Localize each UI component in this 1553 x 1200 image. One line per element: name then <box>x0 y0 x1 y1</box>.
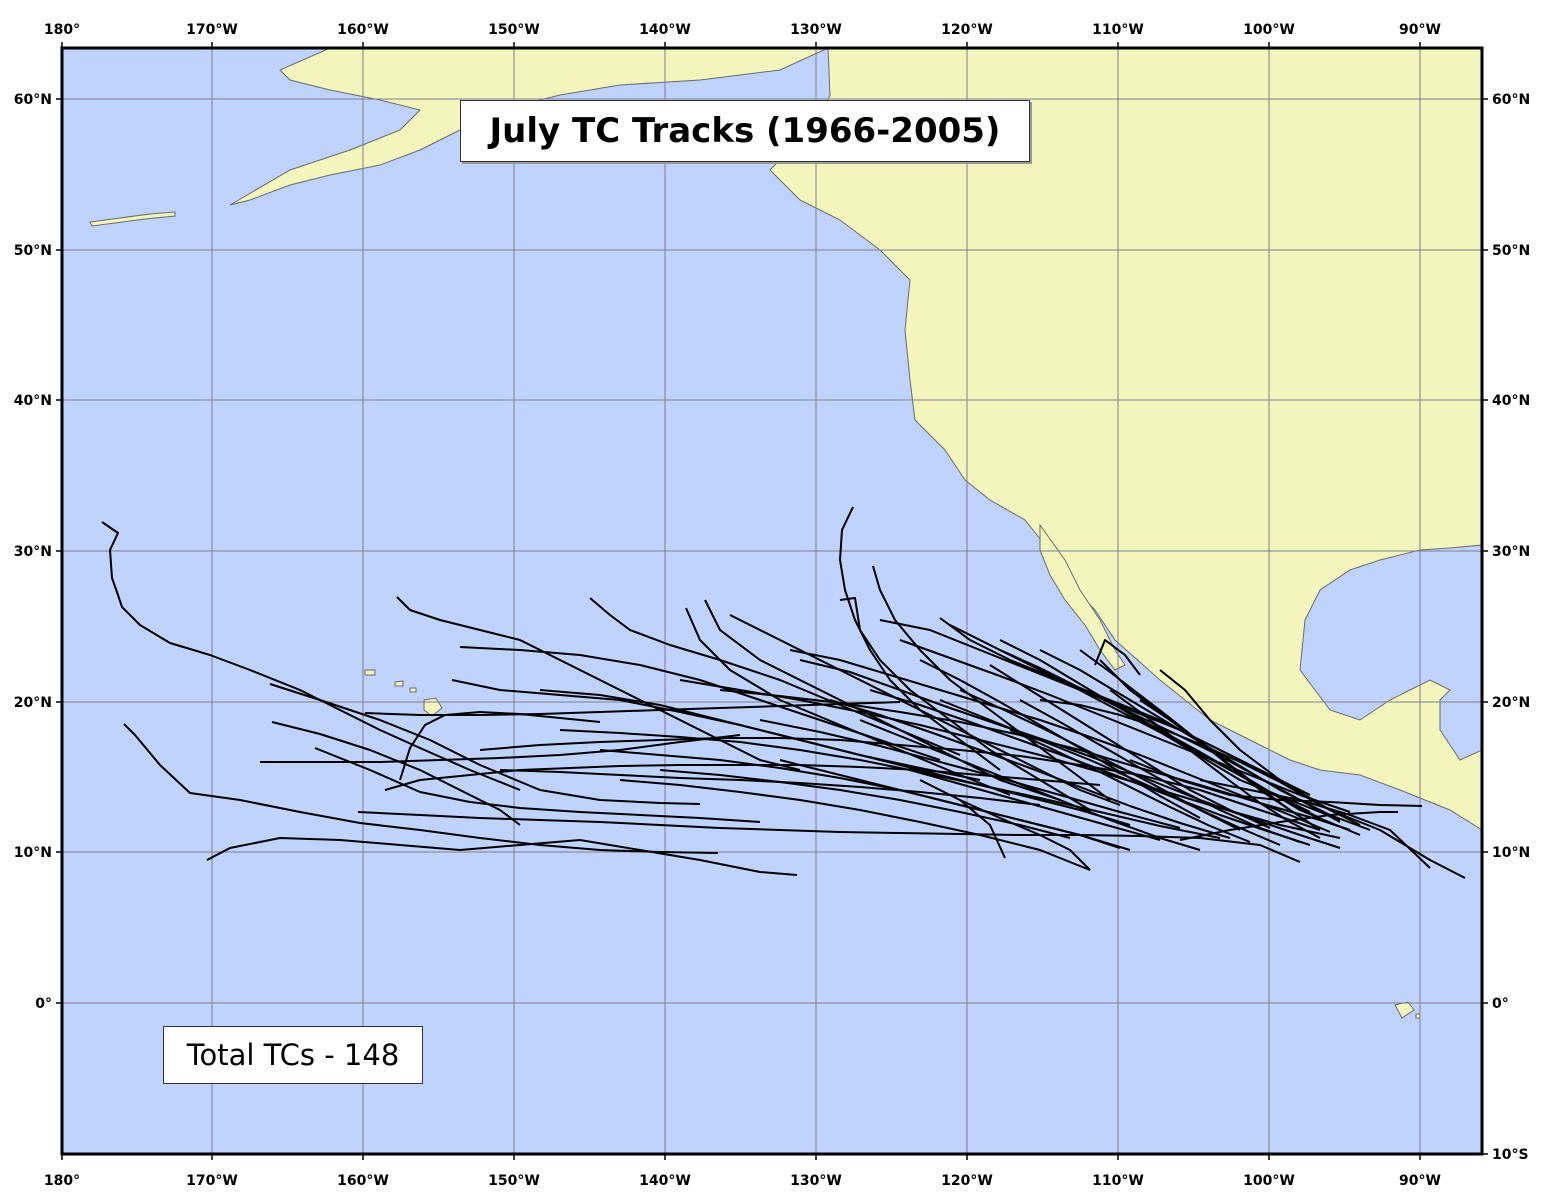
tc-track <box>859 719 1201 851</box>
lat-label: 50°N <box>1492 243 1530 259</box>
tc-track <box>619 779 1091 871</box>
lat-labels-left: 60°N 50°N 40°N 30°N 20°N 10°N 0° <box>14 92 52 1012</box>
lat-label: 10°N <box>1492 845 1530 861</box>
lat-label: 40°N <box>14 393 52 409</box>
tc-track <box>869 689 1311 846</box>
lat-label: 30°N <box>1492 544 1530 560</box>
lon-label: 160°W <box>337 1173 389 1189</box>
lon-label: 130°W <box>790 1173 842 1189</box>
lon-label: 100°W <box>1243 22 1295 38</box>
tc-track <box>959 799 1091 871</box>
lat-labels-right: 60°N 50°N 40°N 30°N 20°N 10°N 0° 10°S <box>1492 92 1530 1163</box>
lat-label: 20°N <box>1492 695 1530 711</box>
map-frame <box>60 46 1484 1156</box>
lat-label: 50°N <box>14 243 52 259</box>
lon-labels-top: 180° 170°W 160°W 150°W 140°W 130°W 120°W… <box>44 22 1441 38</box>
lon-label: 140°W <box>639 1173 691 1189</box>
lon-label: 120°W <box>941 22 993 38</box>
tc-track <box>314 747 761 823</box>
lon-label: 180° <box>44 22 80 38</box>
hawaii-islands <box>364 669 443 717</box>
lon-label: 170°W <box>186 1173 238 1189</box>
lon-label: 110°W <box>1092 1173 1144 1189</box>
lat-label: 40°N <box>1492 393 1530 409</box>
tc-track <box>260 734 741 763</box>
tc-track <box>1139 699 1321 831</box>
lat-label: 0° <box>35 996 52 1012</box>
tc-track <box>101 521 521 791</box>
tc-track <box>539 689 1131 826</box>
tc-track <box>269 683 701 805</box>
lon-label: 140°W <box>639 22 691 38</box>
lat-label: 10°N <box>14 845 52 861</box>
lat-label: 10°S <box>1492 1147 1529 1163</box>
tick-marks <box>56 42 1488 1160</box>
tc-track <box>1094 639 1141 676</box>
aleutian-islands <box>89 211 176 227</box>
lon-labels-bottom: 180° 170°W 160°W 150°W 140°W 130°W 120°W… <box>44 1173 1441 1189</box>
lat-label: 20°N <box>14 695 52 711</box>
north-america-land <box>769 47 1483 831</box>
tc-track <box>779 759 1131 851</box>
lon-label: 100°W <box>1243 1173 1295 1189</box>
tc-track <box>384 764 1101 791</box>
tc-track <box>959 689 1241 831</box>
tc-track <box>759 719 1181 829</box>
lon-label: 120°W <box>941 1173 993 1189</box>
graticule <box>62 48 1482 1154</box>
lon-label: 130°W <box>790 22 842 38</box>
map-title: July TC Tracks (1966-2005) <box>460 100 1030 162</box>
tc-track <box>123 723 719 854</box>
tc-track <box>1059 679 1341 823</box>
tc-track <box>799 659 1341 849</box>
tc-track <box>829 699 1231 839</box>
tc-track <box>999 649 1321 819</box>
tc-track <box>919 779 1006 859</box>
tc-track <box>939 617 1311 796</box>
tc-track <box>1159 669 1466 879</box>
lon-label: 90°W <box>1399 22 1441 38</box>
tc-track <box>839 597 1091 811</box>
tc-track <box>357 811 1301 863</box>
tc-track <box>789 649 1331 833</box>
tc-track <box>729 614 1121 806</box>
lon-label: 90°W <box>1399 1173 1441 1189</box>
tc-track <box>1019 699 1301 843</box>
tc-track <box>939 699 1281 846</box>
lat-label: 30°N <box>14 544 52 560</box>
tc-track <box>1009 729 1251 843</box>
total-count-label: Total TCs - 148 <box>163 1026 423 1084</box>
tc-track <box>909 769 1161 841</box>
lat-label: 0° <box>1492 996 1509 1012</box>
lon-label: 170°W <box>186 22 238 38</box>
lat-label: 60°N <box>14 92 52 108</box>
lon-label: 150°W <box>488 22 540 38</box>
tc-track <box>989 664 1271 829</box>
lon-label: 150°W <box>488 1173 540 1189</box>
tc-track <box>399 711 601 781</box>
tc-track <box>1109 689 1321 839</box>
lon-label: 160°W <box>337 22 389 38</box>
tc-track <box>479 737 1321 831</box>
lat-label: 60°N <box>1492 92 1530 108</box>
lon-label: 180° <box>44 1173 80 1189</box>
tc-track <box>685 607 1011 796</box>
tc-track <box>271 721 521 826</box>
tc-track <box>206 837 798 876</box>
baja-california-land <box>1039 523 1126 671</box>
tc-track <box>1039 699 1361 826</box>
tc-tracks <box>101 506 1466 879</box>
lon-label: 110°W <box>1092 22 1144 38</box>
tc-track <box>559 729 1221 839</box>
tc-track <box>1179 811 1398 841</box>
tc-track <box>396 596 801 771</box>
tc-track <box>899 639 1351 813</box>
